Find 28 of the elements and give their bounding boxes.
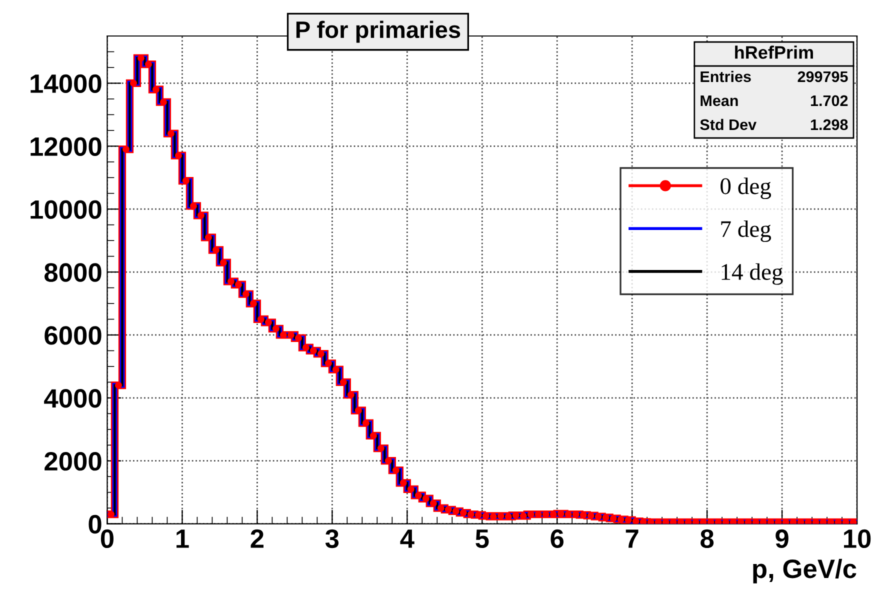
x-axis-title: p, GeV/c	[753, 558, 856, 584]
text: Std Dev 1.298	[700, 118, 848, 130]
y-tick-label: 10000	[30, 200, 102, 219]
y-tick-label: 12000	[30, 137, 102, 156]
legend-label: 14 deg	[722, 263, 783, 285]
x-tick-label: 0	[100, 529, 114, 548]
x-tick-label: 2	[250, 529, 264, 548]
x-tick-label: 4	[400, 530, 414, 548]
x-tick-label: 9	[776, 529, 788, 548]
annotation: hRefPrim	[735, 46, 813, 59]
legend-label: 0 deg	[720, 178, 772, 200]
x-tick-label: 5	[476, 530, 489, 548]
legend-label: 7 deg	[721, 220, 772, 242]
x-tick-label: 8	[700, 529, 714, 548]
y-tick-label: 4000	[44, 389, 102, 408]
x-tick-label: 10	[844, 529, 871, 548]
y-tick-label: 0	[88, 514, 102, 534]
y-tick-label: 8000	[44, 263, 102, 282]
text: Mean 1.702	[700, 95, 848, 106]
x-tick-label: 3	[325, 529, 339, 548]
x-tick-label: 6	[550, 529, 564, 548]
y-tick-label: 6000	[44, 326, 102, 345]
y-tick-label: 14000	[30, 74, 102, 94]
text: Entries 299795	[700, 70, 848, 82]
x-tick-label: 7	[626, 530, 638, 548]
x-tick-label: 1	[176, 530, 189, 548]
chart-title: P for primaries	[296, 20, 460, 43]
y-tick-label: 2000	[44, 452, 102, 471]
